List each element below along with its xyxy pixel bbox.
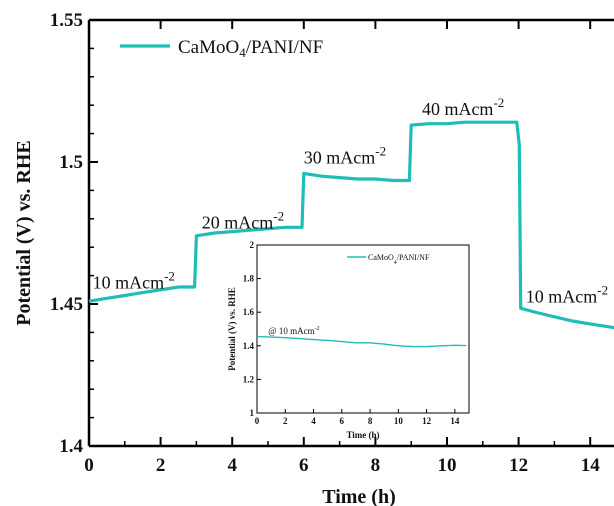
y-tick-label: 1.4 [59,436,83,457]
inset-y-tick-label: 1 [250,408,255,418]
inset-series-line [256,335,467,348]
inset-y-tick-label: 1.6 [243,307,255,317]
inset-legend-label: CaMoO4/PANI/NF [368,253,430,266]
step-annotation-4: 40 mAcm-2 [422,95,504,119]
inset-x-tick-label: 10 [394,416,404,426]
inset-y-axis-title: Potential (V) vs. RHE [227,287,237,371]
y-axis-title: Potential (V) vs. RHE [13,140,35,326]
x-tick-label: 10 [438,455,457,476]
y-tick-label: 1.55 [50,10,83,31]
x-tick-label: 4 [227,455,237,476]
step-annotation-2: 20 mAcm-2 [202,209,284,233]
inset-x-tick-label: 4 [311,416,316,426]
y-tick-label: 1.45 [50,294,83,315]
inset-x-tick-label: 6 [340,416,345,426]
step-annotation-5: 10 mAcm-2 [526,283,608,307]
x-tick-label: 6 [299,455,309,476]
inset-annotation: @ 10 mAcm-2 [268,326,319,336]
inset-y-tick-label: 1.2 [243,374,255,384]
inset-frame [256,244,470,414]
inset-y-tick-label: 1.8 [243,274,255,284]
x-tick-label: 8 [371,455,381,476]
step-annotation-3: 30 mAcm-2 [304,143,386,167]
inset-x-tick-label: 12 [422,416,432,426]
inset-x-axis-title: Time (h) [346,430,379,440]
x-tick-label: 0 [84,455,94,476]
inset-x-tick-label: 14 [450,416,460,426]
x-tick-label: 14 [581,455,601,476]
inset-y-tick-label: 2 [250,240,255,250]
inset-plot: 0 2 4 6 8 10 12 14 1 1.2 1.4 1.6 1.8 2 Time (h) Potenti… [227,240,470,440]
x-tick-label: 12 [509,455,528,476]
legend-label: CaMoO4/PANI/NF [178,37,323,60]
inset-x-tick-label: 8 [368,416,373,426]
series-line-camoo4-pani-nf [88,120,614,330]
x-axis-title: Time (h) [322,486,396,506]
step-annotation-1: 10 mAcm-2 [93,268,175,292]
inset-x-tick-label: 0 [255,416,260,426]
y-tick-label: 1.5 [59,152,83,173]
x-tick-label: 2 [156,455,166,476]
inset-x-tick-label: 2 [283,416,288,426]
inset-y-tick-label: 1.4 [243,341,255,351]
